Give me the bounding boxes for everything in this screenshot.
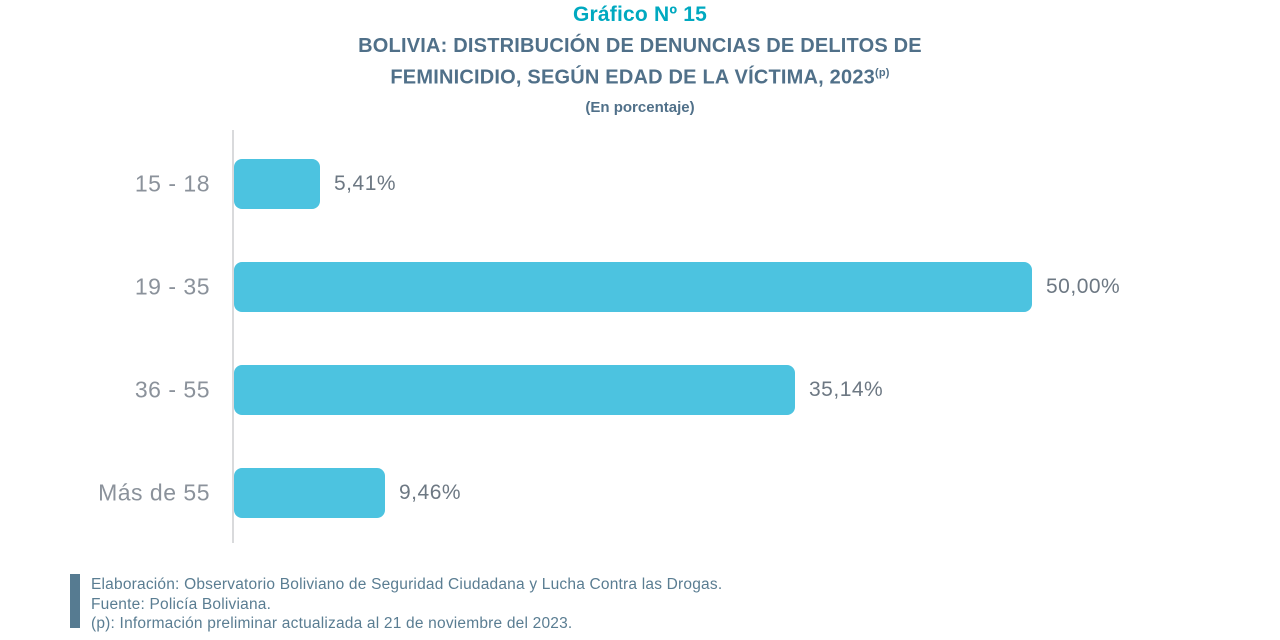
bar	[234, 467, 385, 518]
chart-row: 36 - 55 35,14%	[0, 338, 1280, 441]
chart-row: 19 - 35 50,00%	[0, 235, 1280, 338]
chart-subtitle-line1: BOLIVIA: DISTRIBUCIÓN DE DENUNCIAS DE DE…	[358, 35, 922, 57]
category-label: Más de 55	[98, 479, 210, 505]
value-label: 9,46%	[399, 480, 462, 504]
category-label: 19 - 35	[134, 273, 210, 299]
footer-elaboracion-line: Elaboración: Observatorio Boliviano de S…	[91, 576, 723, 593]
footer-accent-bar	[70, 574, 80, 628]
bar	[234, 158, 320, 209]
chart-subtitle-line2: FEMINICIDIO, SEGÚN EDAD DE LA VÍCTIMA, 2…	[390, 66, 875, 89]
source-note: Elaboración: Observatorio Boliviano de S…	[70, 574, 722, 634]
footer-preliminar-line: (p): Información preliminar actualizada …	[91, 615, 573, 632]
chart-header: Gráfico Nº 15 BOLIVIA: DISTRIBUCIÓN DE D…	[0, 3, 1280, 116]
y-axis-line	[232, 130, 234, 543]
value-label: 50,00%	[1046, 274, 1121, 298]
footer-text: Elaboración: Observatorio Boliviano de S…	[91, 574, 722, 634]
chart-row: Más de 55 9,46%	[0, 441, 1280, 544]
bar	[234, 364, 795, 415]
category-label: 15 - 18	[134, 170, 210, 196]
category-label: 36 - 55	[134, 376, 210, 402]
bar-rows: 15 - 18 5,41% 19 - 35 50,00% 36 - 55 35,14% Má…	[0, 132, 1280, 544]
chart-subtitle-superscript: (p)	[874, 67, 890, 79]
chart-subtitle: BOLIVIA: DISTRIBUCIÓN DE DENUNCIAS DE DE…	[0, 33, 1280, 92]
chart-row: 15 - 18 5,41%	[0, 132, 1280, 235]
footer-fuente-line: Fuente: Policía Boliviana.	[91, 595, 272, 613]
value-label: 35,14%	[809, 377, 884, 401]
bar	[234, 261, 1032, 312]
value-label: 5,41%	[334, 171, 397, 195]
chart-number-title: Gráfico Nº 15	[573, 3, 707, 26]
unit-note: (En porcentaje)	[585, 98, 695, 116]
